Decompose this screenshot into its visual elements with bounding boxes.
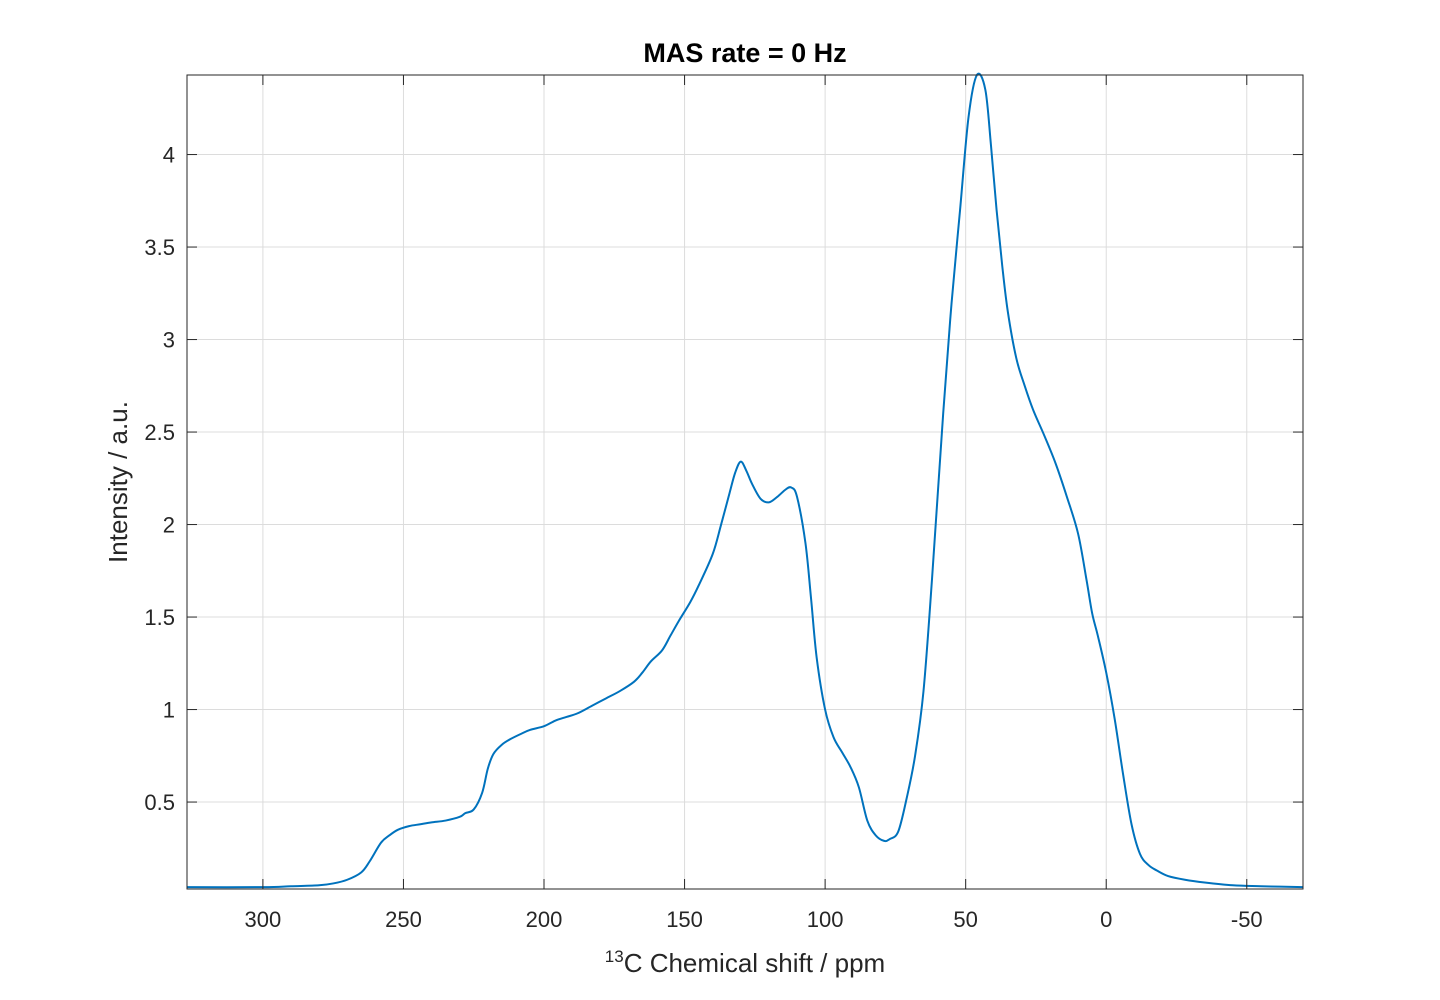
y-tick-label: 3 — [163, 328, 175, 353]
x-axis-label-text: C Chemical shift / ppm — [624, 948, 886, 978]
axes-background — [187, 75, 1303, 889]
axes-box — [186, 74, 1304, 890]
x-axis-label-superscript: 13 — [605, 947, 624, 966]
x-tick-label: 250 — [385, 907, 422, 932]
plot-area: 300 250 200 150 100 50 0 -50 0.5 1 1.5 2 2.5 3 3.5 4 — [144, 72, 1304, 932]
chart-title: MAS rate = 0 Hz — [643, 38, 846, 68]
y-tick-label: 3.5 — [144, 235, 175, 260]
x-axis-label: 13C Chemical shift / ppm — [605, 947, 885, 978]
y-tick-label: 0.5 — [144, 790, 175, 815]
y-tick-label: 2 — [163, 513, 175, 538]
series-layer — [186, 72, 1304, 889]
x-tick-label: 50 — [953, 907, 977, 932]
x-tick-label: 150 — [666, 907, 703, 932]
x-tick-label: 300 — [245, 907, 282, 932]
x-tick-label: 0 — [1100, 907, 1112, 932]
ticks — [187, 75, 1303, 889]
x-tick-label: -50 — [1231, 907, 1263, 932]
y-tick-label: 2.5 — [144, 420, 175, 445]
spectrum-line — [186, 72, 1304, 889]
y-tick-label: 4 — [163, 143, 175, 168]
y-axis-label: Intensity / a.u. — [103, 401, 133, 563]
x-tick-label: 100 — [807, 907, 844, 932]
x-tick-label: 200 — [526, 907, 563, 932]
y-tick-label: 1 — [163, 698, 175, 723]
y-tick-label: 1.5 — [144, 605, 175, 630]
grid-lines — [187, 75, 1303, 889]
